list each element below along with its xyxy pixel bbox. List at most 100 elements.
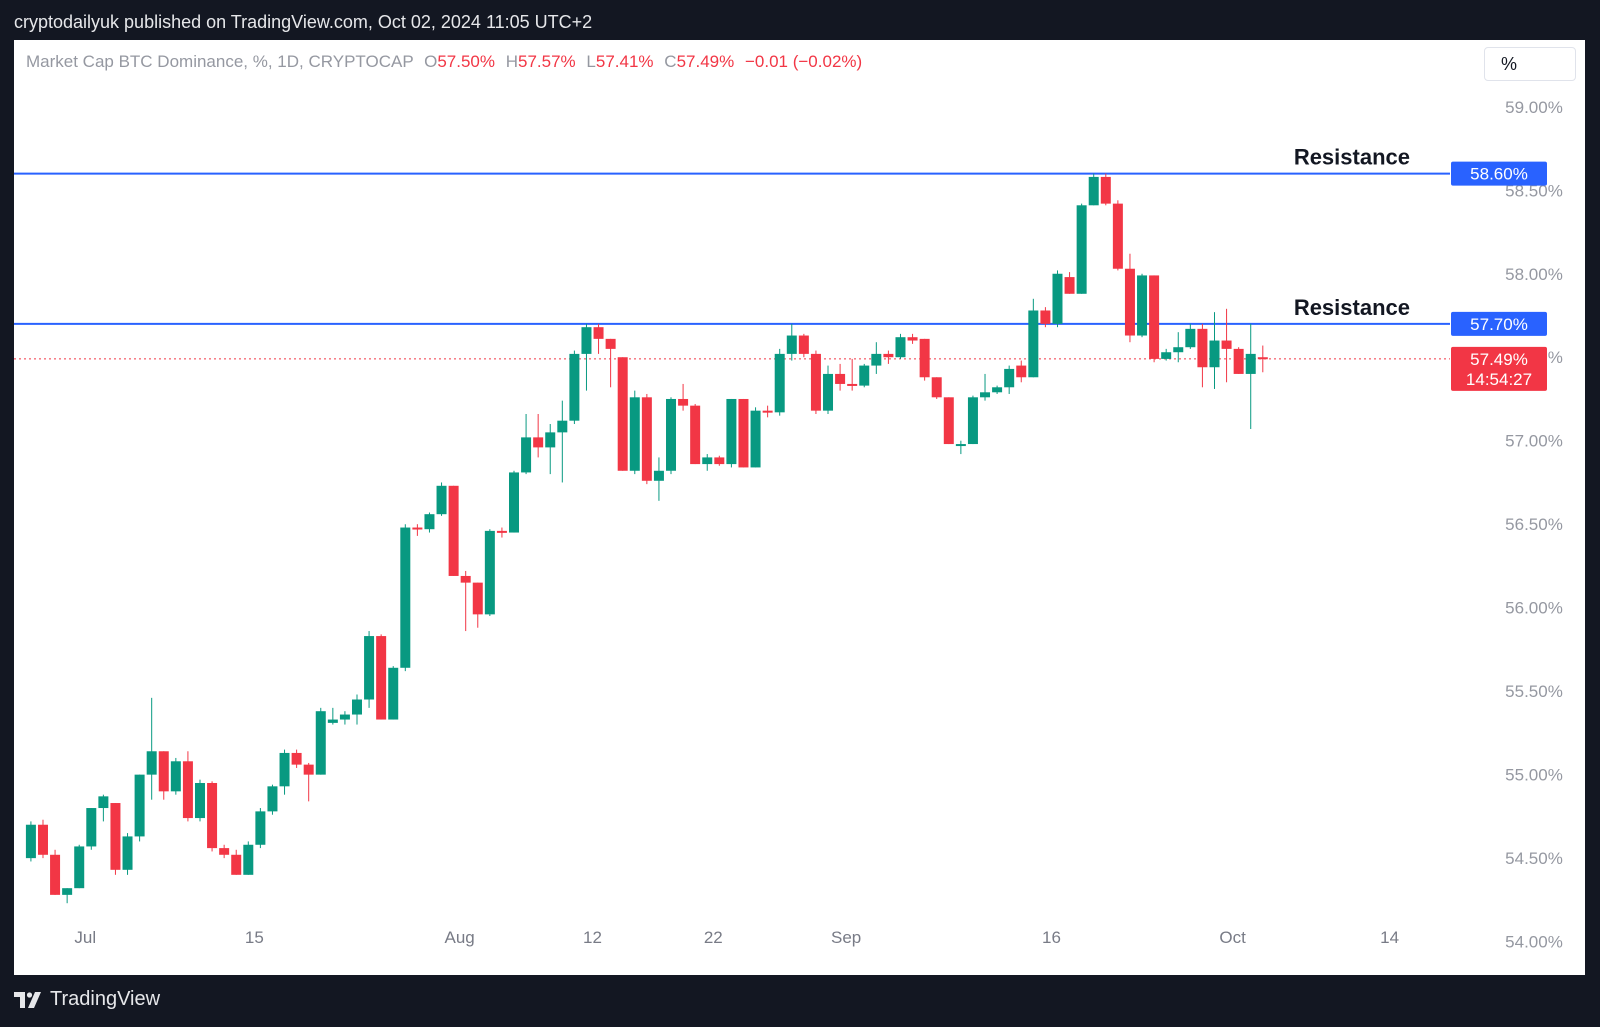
candle: [50, 849, 61, 895]
candle: [1028, 298, 1039, 378]
candle-body: [992, 387, 1003, 393]
candle-body: [1209, 340, 1220, 368]
candle-body: [388, 667, 399, 720]
candle: [617, 357, 628, 471]
candle: [327, 707, 338, 725]
candle-body: [74, 846, 85, 889]
open-value: 57.50%: [437, 52, 495, 71]
candle: [424, 512, 435, 533]
candle: [1245, 323, 1256, 430]
candle: [1173, 332, 1184, 363]
candle: [1016, 360, 1027, 383]
candle-body: [762, 410, 773, 413]
candle-body: [182, 761, 193, 819]
chart-panel[interactable]: 59.00% 58.50% 58.00% 57.50% 57.00% 56.50% 56.0…: [14, 40, 1585, 975]
resistance-price-text: 57.70%: [1470, 315, 1528, 334]
candle: [702, 454, 713, 471]
candle: [315, 707, 326, 775]
candle-body: [327, 719, 338, 723]
candle-body: [194, 782, 205, 819]
candle-body: [545, 432, 556, 448]
candle-body: [1149, 275, 1160, 359]
candle: [1137, 273, 1148, 338]
candle: [1112, 200, 1123, 271]
candle: [267, 784, 278, 815]
candle-body: [50, 854, 61, 895]
candle: [557, 400, 568, 483]
candle: [1124, 253, 1135, 343]
candle-body: [98, 796, 109, 809]
candle-body: [243, 844, 254, 875]
candle-body: [714, 457, 725, 465]
candle-body: [581, 327, 592, 354]
candle-body: [605, 338, 616, 349]
percent-scale-button[interactable]: %: [1484, 47, 1576, 81]
candle-body: [37, 824, 48, 855]
candle-body: [786, 335, 797, 354]
close-label: C: [664, 52, 677, 71]
candle: [1209, 312, 1220, 389]
symbol-legend: Market Cap BTC Dominance, %, 1D, CRYPTOC…: [26, 52, 862, 72]
candle-body: [653, 470, 664, 481]
candle: [122, 833, 133, 875]
candle-body: [339, 714, 350, 720]
candle: [339, 711, 350, 725]
candle-body: [460, 575, 471, 583]
candle: [810, 350, 821, 414]
candle-body: [1064, 277, 1075, 294]
candle: [231, 849, 242, 875]
candle-body: [1257, 357, 1268, 360]
candle-body: [315, 711, 326, 775]
candle: [134, 774, 145, 842]
candle-body: [1245, 353, 1256, 374]
candle: [243, 841, 254, 875]
change-value: −0.01 (−0.02%): [744, 52, 863, 71]
candles: [25, 173, 1268, 904]
candle: [509, 470, 520, 533]
candle-body: [146, 751, 157, 775]
y-tick-label: 58.50%: [1505, 181, 1563, 200]
candle-body: [980, 392, 991, 398]
candle: [1100, 173, 1111, 206]
candle: [738, 398, 749, 468]
candle-body: [219, 848, 230, 855]
candle-body: [122, 836, 133, 870]
candle-body: [509, 472, 520, 533]
candle-body: [1112, 203, 1123, 269]
candle: [521, 414, 532, 475]
candle: [400, 524, 411, 672]
y-tick-label: 54.00%: [1505, 933, 1563, 952]
candle: [1064, 272, 1075, 294]
candle: [1233, 347, 1244, 374]
candle: [146, 697, 157, 800]
candle: [436, 482, 447, 516]
candle-body: [617, 357, 628, 471]
candle: [895, 333, 906, 359]
candle-body: [62, 888, 73, 895]
candle: [194, 779, 205, 822]
candle-body: [412, 527, 423, 530]
candle: [412, 524, 423, 536]
candle-body: [859, 365, 870, 386]
candle: [496, 527, 507, 538]
candle-body: [1185, 328, 1196, 348]
footer-brand[interactable]: TradingView: [14, 988, 160, 1011]
candle: [25, 821, 36, 862]
candle-body: [943, 397, 954, 445]
candle: [279, 749, 290, 795]
candle: [1088, 173, 1099, 206]
candle-body: [533, 437, 544, 448]
candle-body: [726, 398, 737, 465]
candlestick-chart[interactable]: 59.00% 58.50% 58.00% 57.50% 57.00% 56.50% 56.0…: [14, 40, 1585, 975]
candle-body: [871, 353, 882, 366]
candle: [907, 333, 918, 344]
x-tick-label: Sep: [831, 928, 861, 947]
candle-body: [557, 420, 568, 433]
candle-body: [955, 444, 966, 447]
close-value: 57.49%: [676, 52, 735, 71]
horizontal-lines[interactable]: Resistance Resistance: [14, 145, 1450, 360]
candle: [472, 582, 483, 628]
candle-body: [1100, 176, 1111, 204]
candle-body: [895, 337, 906, 358]
candle-body: [967, 397, 978, 445]
